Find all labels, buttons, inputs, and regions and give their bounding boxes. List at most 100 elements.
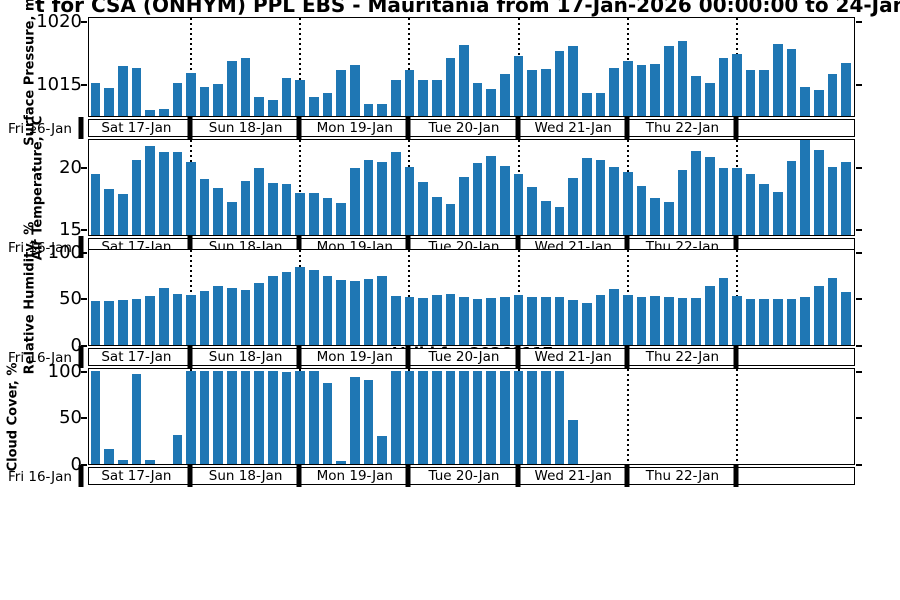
day-boundary-mark — [733, 346, 739, 368]
bar — [513, 294, 524, 345]
bar — [554, 51, 565, 116]
bar — [377, 104, 387, 116]
bar — [677, 169, 688, 235]
bar — [677, 298, 688, 345]
bar — [527, 70, 538, 116]
day-label: Tue 20-Jan — [428, 468, 500, 484]
day-label: Tue 20-Jan — [428, 120, 500, 136]
bar — [773, 299, 783, 345]
left-tick — [81, 298, 87, 301]
bar — [418, 370, 428, 464]
left-edge-day-label: Fri 16-Jan — [8, 120, 72, 137]
bar — [431, 370, 442, 464]
day-boundary-mark — [405, 236, 411, 258]
day-boundary-mark — [515, 465, 521, 487]
bar — [691, 150, 701, 235]
bar — [268, 100, 278, 116]
bar — [90, 174, 101, 235]
bar — [377, 275, 387, 345]
day-boundary-mark — [296, 117, 302, 139]
day-boundary-mark — [733, 117, 739, 139]
bar — [199, 179, 210, 235]
bar — [650, 63, 660, 116]
cloud-cover-axis-label: Cloud Cover, % — [5, 362, 21, 471]
bar — [486, 155, 497, 235]
bar — [404, 167, 415, 235]
cloud-cover-tick-label: 50 — [59, 407, 82, 429]
bar — [186, 370, 196, 464]
right-tick — [856, 21, 862, 24]
bar — [445, 204, 456, 235]
bar — [500, 296, 510, 345]
day-boundary-dotted-line — [299, 140, 302, 235]
bar — [104, 189, 114, 235]
bar — [145, 145, 155, 235]
bar — [472, 299, 483, 345]
bar — [445, 57, 456, 116]
day-label: Mon 19-Jan — [316, 120, 393, 136]
bar — [841, 162, 852, 235]
left-tick — [81, 417, 87, 420]
right-tick — [856, 298, 862, 301]
day-label: Sat 17-Jan — [101, 120, 172, 136]
bar — [363, 104, 374, 116]
bar — [486, 89, 497, 116]
left-edge-day-label: Fri 16-Jan — [8, 349, 72, 366]
day-boundary-mark — [187, 236, 193, 258]
bar — [650, 295, 660, 345]
relative-humidity-tick-label: 100 — [47, 241, 82, 263]
bar — [445, 293, 456, 345]
bar — [622, 172, 633, 235]
bar — [268, 183, 278, 235]
day-boundary-mark — [405, 117, 411, 139]
bar — [390, 80, 401, 116]
right-tick — [856, 370, 862, 373]
day-boundary-mark — [405, 346, 411, 368]
bar — [349, 168, 360, 235]
day-boundary-dotted-line — [408, 18, 411, 116]
bar — [732, 168, 742, 235]
bar — [90, 370, 101, 464]
bar — [759, 299, 770, 345]
bar — [759, 70, 770, 116]
bar — [663, 201, 674, 235]
bar — [459, 176, 469, 235]
bar — [131, 67, 142, 116]
bar — [732, 53, 742, 116]
bar — [595, 92, 606, 116]
bar — [309, 270, 319, 345]
left-edge-day-label: Fri 16-Jan — [8, 239, 72, 256]
bar — [663, 46, 674, 116]
bar — [704, 82, 715, 116]
bar — [554, 370, 565, 464]
bar — [595, 159, 606, 235]
bar — [568, 178, 579, 235]
bar — [718, 168, 729, 235]
bar — [418, 298, 428, 345]
bar — [281, 77, 292, 116]
bar — [663, 297, 674, 345]
bar — [336, 279, 346, 345]
bar — [800, 296, 811, 345]
day-boundary-mark — [187, 346, 193, 368]
bar — [800, 140, 811, 235]
day-boundary-dotted-line — [299, 18, 302, 116]
bar — [568, 420, 579, 464]
bar — [486, 370, 497, 464]
bar — [500, 370, 510, 464]
bar — [431, 294, 442, 345]
bar — [513, 56, 524, 116]
bar — [199, 290, 210, 345]
bar — [459, 44, 469, 116]
bar — [636, 296, 647, 345]
bar — [172, 293, 183, 345]
right-tick — [856, 417, 862, 420]
day-label: Sun 18-Jan — [208, 349, 283, 365]
bar — [677, 41, 688, 116]
bar — [295, 193, 306, 235]
bar — [254, 283, 265, 345]
day-label: Thu 22-Jan — [645, 349, 720, 365]
bar — [295, 370, 306, 464]
bar — [281, 184, 292, 235]
day-boundary-mark — [78, 236, 84, 258]
